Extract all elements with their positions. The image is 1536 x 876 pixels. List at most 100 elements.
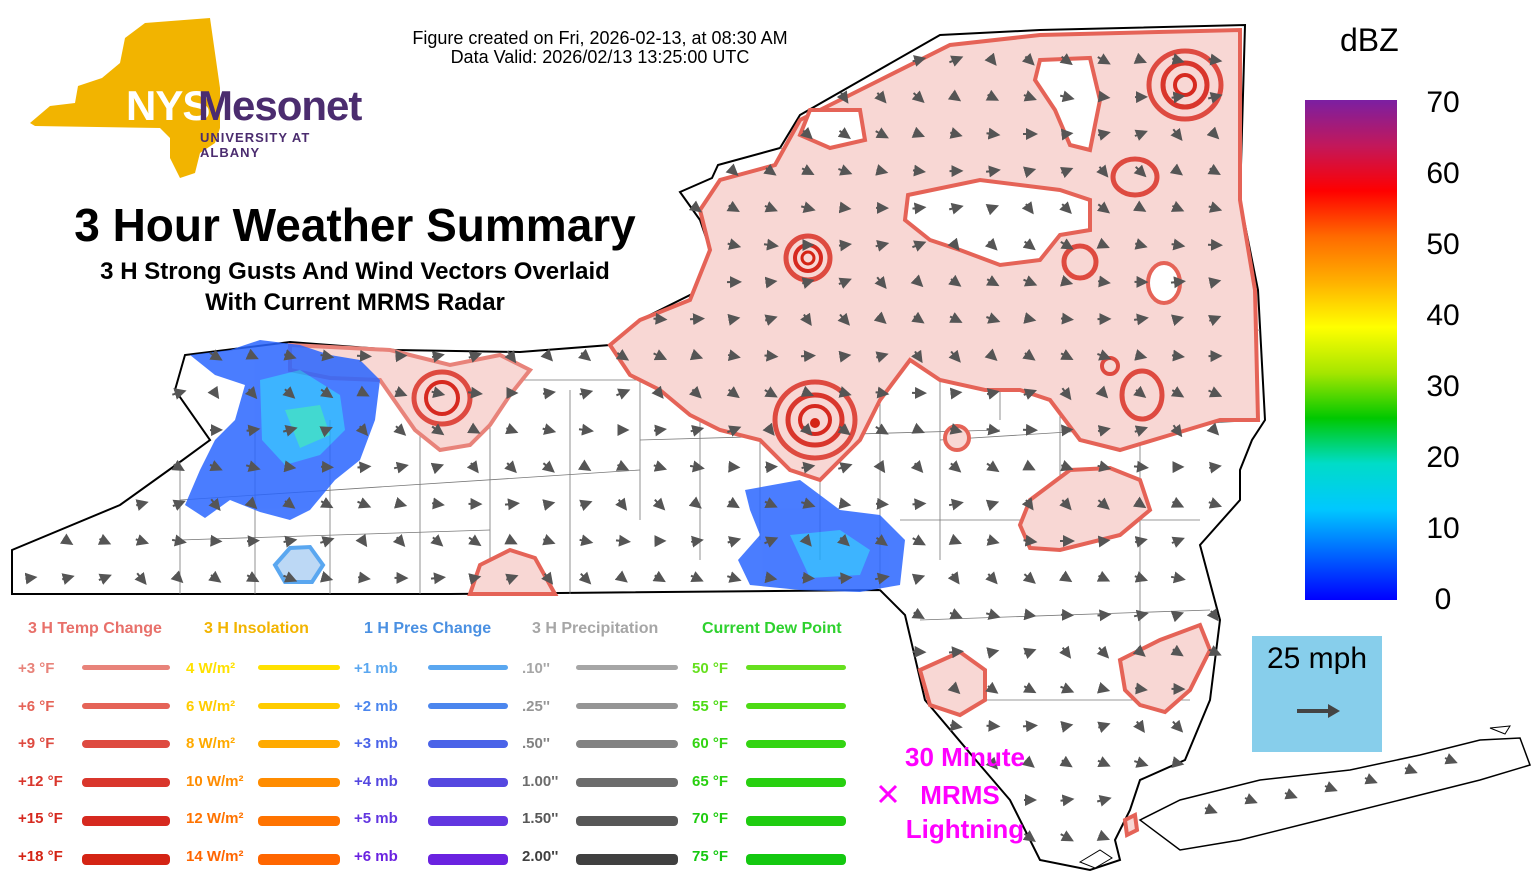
wind-vector-arrow <box>949 608 963 620</box>
wind-vector-arrow <box>838 277 852 289</box>
wind-vector-arrow <box>1171 53 1185 65</box>
wind-vector-arrow <box>801 571 815 584</box>
wind-vector-arrow <box>875 164 889 176</box>
wind-vector-arrow <box>838 386 852 398</box>
wind-vector-arrow <box>1097 756 1111 767</box>
wind-vector-arrow <box>1244 793 1258 805</box>
wind-vector-arrow <box>320 497 334 509</box>
wind-vector-arrow <box>430 534 444 547</box>
wind-vector-arrow <box>985 165 1001 178</box>
wind-vector-arrow <box>1324 781 1338 793</box>
wind-vector-arrow <box>912 55 927 67</box>
wind-vector-arrow <box>282 496 296 509</box>
wind-vector-arrow <box>245 460 261 472</box>
legend-column-title: 1 H Pres Change <box>364 620 492 637</box>
legend-column-title: Current Dew Point <box>702 620 842 637</box>
wind-vector-arrow <box>1132 200 1147 212</box>
wind-vector-arrow <box>1404 763 1418 775</box>
wind-vector-arrow <box>1364 773 1378 785</box>
legend-entry-line <box>258 740 340 748</box>
wind-vector-arrow <box>911 573 926 586</box>
wind-vector-arrow <box>209 349 223 361</box>
wind-vector-arrow <box>466 460 479 474</box>
wind-vector-arrow <box>1284 788 1298 800</box>
legend-entry-line <box>428 740 508 748</box>
wind-vector-arrow <box>393 423 407 436</box>
wind-vector-arrow <box>949 719 963 732</box>
wind-vector-arrow <box>985 681 999 694</box>
wind-vector-arrow <box>541 571 554 585</box>
legend-entry-line <box>576 853 678 865</box>
legend-entry-line <box>746 778 846 787</box>
wind-vector-arrow <box>24 572 38 585</box>
wind-vector-arrow <box>467 386 483 399</box>
wind-vector-arrow <box>615 459 630 471</box>
wind-vector-arrow <box>986 647 1000 659</box>
lightning-marker <box>878 784 898 804</box>
wind-vector-arrow <box>911 90 925 104</box>
wind-vector-arrow <box>578 571 592 585</box>
legend-column-title: 3 H Precipitation <box>532 620 659 637</box>
legend-entry-line <box>428 778 508 787</box>
wind-vector-arrow <box>504 460 517 474</box>
wind-vector-arrow <box>1170 496 1185 508</box>
wind-vector-arrow <box>874 534 888 546</box>
wind-vector-arrow <box>97 533 112 545</box>
legend-entry-label: 14 W/m² <box>186 847 244 865</box>
wind-vector-arrow <box>1170 423 1183 438</box>
long-island <box>1138 737 1531 851</box>
wind-vector-arrow <box>1207 91 1223 104</box>
wind-vector-arrow <box>1097 425 1111 437</box>
nys-state-logo-shape <box>30 18 220 178</box>
wind-vector-arrow <box>1096 237 1110 249</box>
legend-entry-label: +15 °F <box>18 810 63 827</box>
wind-vector-arrow <box>1134 238 1148 250</box>
wind-vector-arrow <box>1207 314 1222 327</box>
wind-vector-arrow <box>652 497 666 511</box>
wind-vector-arrow <box>653 312 668 325</box>
wind-vector-arrow <box>947 237 960 251</box>
wind-vector-arrow <box>985 499 1000 512</box>
wind-vector-arrow <box>689 348 704 361</box>
legend-entry-label: 50 °F <box>692 660 729 677</box>
wind-vector-arrow <box>1059 201 1072 215</box>
nys-mesonet-logo: NYS Mesonet UNIVERSITY AT ALBANY <box>20 18 370 188</box>
wind-vector-arrow <box>652 570 666 583</box>
wind-vector-arrow <box>651 385 664 399</box>
wind-vector-arrow <box>985 89 1000 101</box>
wind-vector-arrow <box>431 386 446 398</box>
wind-vector-arrow <box>838 497 852 510</box>
wind-vector-arrow <box>910 459 924 473</box>
wind-vector-arrow <box>1023 275 1038 287</box>
wind-vector-arrow <box>1096 164 1109 178</box>
wind-vector-arrow <box>171 459 185 472</box>
wind-vector-arrow <box>1208 461 1222 474</box>
wind-vector-arrow <box>689 313 705 326</box>
wind-vector-arrow <box>948 498 964 511</box>
wind-vector-arrow <box>949 127 963 139</box>
wind-vector-arrow <box>355 423 369 437</box>
wind-vector-arrow <box>431 497 445 510</box>
wind-vector-arrow <box>986 312 1001 324</box>
wind-vector-arrow <box>615 534 631 547</box>
wind-vector-arrow <box>837 533 850 547</box>
wind-vector-arrow <box>912 202 927 215</box>
wind-vector-arrow <box>98 573 112 585</box>
legend-entry-label: 65 °F <box>692 772 729 790</box>
wind-vector-arrow <box>1134 349 1148 361</box>
wind-vector-arrow <box>355 533 368 548</box>
wind-vector-arrow <box>282 425 298 437</box>
wind-vector-arrow <box>727 349 741 362</box>
wind-vector-arrow <box>1060 275 1074 287</box>
wind-vector-arrow <box>1170 386 1185 398</box>
wind-vector-arrow <box>1061 424 1074 437</box>
wind-vector-arrow <box>948 460 962 473</box>
lightning-label-line-2: MRMS <box>920 780 1000 810</box>
wind-vector-arrow <box>911 607 925 620</box>
wind-vector-arrow <box>170 570 184 584</box>
legend-entry-line <box>258 853 340 865</box>
wind-vector-arrow <box>875 423 889 435</box>
wind-vector-arrow <box>1208 497 1223 509</box>
wind-vector-arrow <box>875 240 890 252</box>
wind-vector-arrow <box>764 349 779 362</box>
